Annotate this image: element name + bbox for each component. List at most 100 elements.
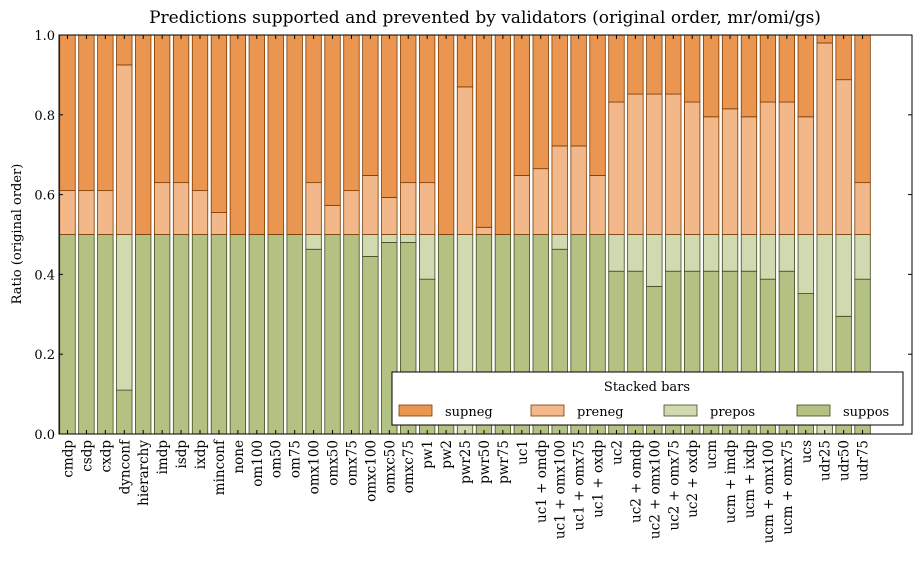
bar-segment-supneg-udr75	[854, 34, 871, 184]
y-tick-label: 0.2	[34, 348, 55, 363]
bar-segment-supneg-ucm-omx100	[759, 34, 777, 103]
bar-segment-suppos-om50	[267, 234, 284, 435]
x-tick-label: omxc100	[363, 440, 379, 502]
x-tick-label: udr75	[856, 440, 872, 481]
bar-segment-prepos-pw1	[419, 234, 436, 280]
bar-segment-suppos-om75	[286, 234, 303, 435]
bar-segment-preneg-omxc100	[362, 175, 379, 235]
bar-segment-suppos-isdp	[172, 234, 190, 435]
bar-segment-preneg-imdp	[153, 182, 171, 235]
bar-segment-suppos-omxc100	[362, 256, 379, 435]
bar-segment-suppos-minconf	[210, 234, 228, 435]
bar-segment-supneg-isdp	[172, 34, 190, 184]
bar-segment-suppos-none	[229, 234, 247, 435]
x-tick-label: omxc50	[382, 440, 398, 493]
bar-segment-supneg-uc1	[513, 34, 530, 176]
x-tick-label: ucm + imdp	[723, 440, 739, 523]
bar-segment-prepos-ucm-ixdp	[740, 234, 758, 272]
bar-segment-supneg-pw2	[437, 34, 455, 235]
bar-segment-supneg-omxc100	[362, 34, 379, 176]
bar-segment-prepos-ucm-omx75	[778, 234, 795, 272]
bar-segment-supneg-om75	[286, 34, 303, 235]
x-tick-label: ucm + ixdp	[742, 440, 758, 518]
x-tick-label: isdp	[174, 440, 190, 469]
x-tick-label: omx75	[344, 440, 360, 486]
bar-segment-supneg-om50	[267, 34, 284, 235]
legend-swatch-preneg	[530, 404, 565, 417]
bar-segment-preneg-ucm-omx100	[759, 101, 777, 235]
bar-segment-supneg-omxc75	[400, 34, 417, 184]
bar-segment-supneg-om100	[248, 34, 265, 235]
bar-segment-preneg-omxc75	[400, 182, 417, 235]
bar-segment-prepos-udr75	[854, 234, 871, 280]
bar-segment-supneg-uc2-omx75	[665, 34, 682, 95]
bar-segment-preneg-udr25	[816, 42, 833, 235]
legend-label-prepos: prepos	[710, 405, 755, 420]
bar-segment-preneg-uc1	[513, 175, 530, 235]
bar-segment-preneg-dynconf	[116, 64, 133, 235]
x-tick-label: om50	[269, 440, 285, 478]
x-tick-label: ucm	[704, 440, 720, 469]
bar-segment-suppos-cmdp	[59, 234, 76, 435]
bar-segment-supneg-uc2-omx100	[646, 34, 663, 95]
bar-segment-preneg-uc2-omdp	[627, 93, 644, 235]
bar-segment-supneg-uc2	[608, 34, 625, 103]
bar-segment-preneg-ucm-imdp	[721, 108, 739, 235]
x-tick-label: cmdp	[61, 440, 77, 478]
bar-segment-supneg-imdp	[153, 34, 171, 184]
x-tick-label: ucm + omx75	[780, 440, 796, 535]
bar-segment-suppos-csdp	[78, 234, 95, 435]
bar-segment-supneg-uc1-omx75	[570, 34, 587, 147]
x-tick-label: hierarchy	[136, 440, 152, 506]
bar-segment-prepos-ucm	[702, 234, 720, 272]
legend-label-preneg: preneg	[577, 405, 624, 420]
bar-segment-supneg-none	[229, 34, 247, 235]
axes: cmdp csdp cxdp dynconf hierarchy imdp isdp ixdp…	[34, 29, 913, 543]
x-tick-label: omx100	[307, 440, 323, 494]
bar-segment-supneg-pwr25	[456, 34, 474, 88]
bar-segment-preneg-omx75	[343, 190, 360, 235]
bar-segment-suppos-omx75	[343, 234, 360, 435]
legend: Stacked bars supneg preneg prepos suppos	[391, 371, 904, 426]
x-tick-label: uc1	[515, 440, 531, 465]
legend-swatch-prepos	[663, 404, 698, 417]
bar-segment-supneg-uc1-omx100	[551, 34, 568, 147]
bar-segment-prepos-udr50	[835, 234, 852, 317]
bar-segment-supneg-dynconf	[116, 34, 133, 66]
bar-segment-preneg-csdp	[78, 190, 95, 235]
bar-segment-preneg-uc2	[608, 101, 625, 235]
y-tick-label: 0.6	[34, 189, 55, 204]
bar-segment-preneg-uc2-omx100	[646, 93, 663, 235]
bar-segment-preneg-omx50	[324, 204, 341, 235]
bar-segment-supneg-uc2-oxdp	[684, 34, 701, 103]
bar-segment-suppos-omx100	[305, 248, 322, 435]
bar-segment-supneg-omx75	[343, 34, 360, 192]
bar-segment-preneg-uc1-omx100	[551, 145, 568, 235]
bar-segment-suppos-cxdp	[97, 234, 114, 435]
plot-frame	[58, 34, 913, 435]
y-axis-label: Ratio (original order)	[10, 164, 25, 305]
bar-segment-supneg-hierarchy	[135, 34, 152, 235]
bar-segment-suppos-dynconf	[116, 389, 133, 435]
bar-segment-prepos-uc2-omdp	[627, 234, 644, 272]
bar-segment-prepos-omxc100	[362, 234, 379, 257]
x-tick-label: pw1	[420, 440, 436, 469]
x-tick-label: pwr50	[477, 440, 493, 484]
bar-segment-preneg-isdp	[172, 182, 190, 235]
x-tick-label: pwr25	[458, 440, 474, 484]
bar-segment-prepos-uc1-omx100	[551, 234, 568, 250]
bar-segment-prepos-omx100	[305, 234, 322, 250]
bar-segment-preneg-ucs	[797, 116, 814, 235]
bar-segment-preneg-uc1-omdp	[532, 168, 549, 235]
x-tick-label: minconf	[212, 439, 228, 495]
bar-segment-supneg-ucm-ixdp	[740, 34, 758, 118]
bar-segment-preneg-pw1	[419, 182, 436, 235]
legend-label-supneg: supneg	[445, 405, 493, 420]
x-tick-label: udr25	[818, 440, 834, 481]
x-tick-label: uc2 + omdp	[628, 440, 644, 523]
bar-segment-supneg-ucm	[702, 34, 720, 118]
bar-segment-suppos-imdp	[153, 234, 171, 435]
bar-segment-preneg-ucm-ixdp	[740, 116, 758, 235]
bar-segment-supneg-udr50	[835, 34, 852, 81]
bar-segment-supneg-pwr75	[494, 34, 512, 235]
